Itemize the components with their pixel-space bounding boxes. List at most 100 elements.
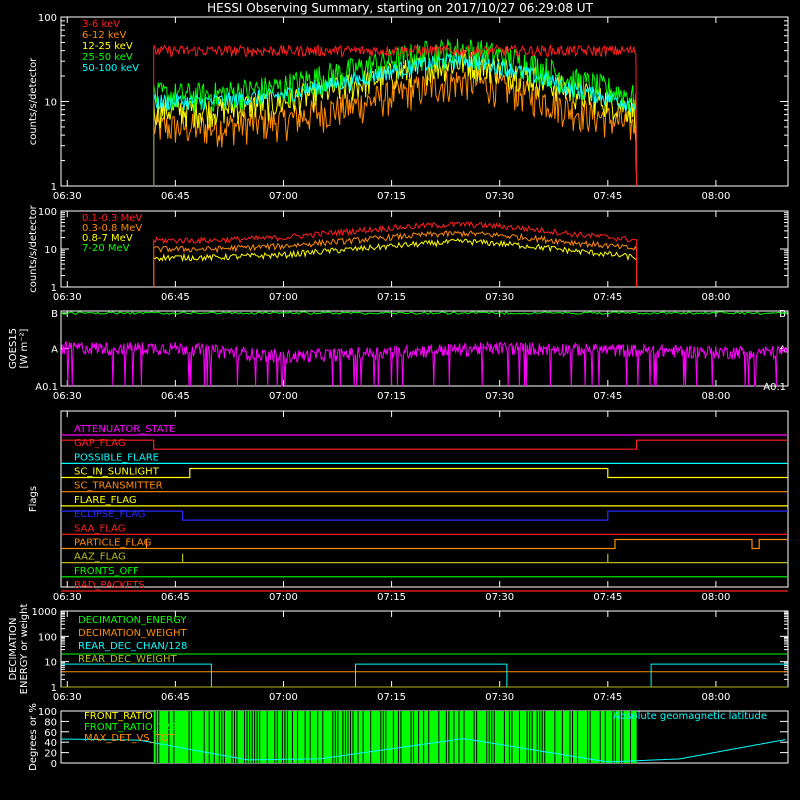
legend-entry: DECIMATION_WEIGHT — [78, 628, 187, 639]
y-tick-label: 40 — [44, 738, 57, 749]
y-tick-label: 10 — [44, 658, 57, 669]
legend-entry: REAR_DEC_WEIGHT — [78, 654, 177, 665]
legend-entry: 0.8-7 MeV — [82, 233, 133, 244]
x-tick-label: 07:00 — [269, 391, 298, 402]
y-axis-label: Flags — [28, 486, 39, 512]
flag-label: AAZ_FLAG — [74, 552, 126, 563]
x-tick-label: 08:00 — [702, 592, 731, 603]
y-tick-label: 1 — [51, 683, 57, 694]
panels: 06:30 06:45 07:00 07:15 07:30 07:45 08:0011010… — [8, 13, 789, 771]
goes-long-line — [60, 311, 788, 315]
y-tick-label-right: A0.1 — [763, 382, 786, 393]
y-tick-label: 1 — [51, 283, 57, 294]
flag-line-particle-flag — [61, 538, 788, 550]
y-axis-label: DECIMATION — [8, 617, 19, 680]
legend-entry: 0.1-0.3 MeV — [82, 213, 142, 224]
x-tick-label: 07:45 — [593, 592, 622, 603]
x-tick-label: 07:00 — [269, 191, 298, 202]
flag-line-sc-in-sunlight — [61, 467, 788, 479]
y-axis-label-2: [W m⁻²] — [19, 328, 30, 368]
x-tick-label: 06:30 — [53, 191, 82, 202]
series-line-12-25-kev — [153, 50, 638, 187]
x-tick-label: 07:15 — [377, 592, 406, 603]
y-tick-label-right: B — [779, 309, 786, 320]
flag-label: FLARE_FLAG — [74, 495, 137, 506]
panel-frame — [60, 410, 789, 588]
y-tick-label: 10 — [44, 245, 57, 256]
series-line-25-50-kev — [153, 38, 638, 187]
flag-label: GAP_FLAG — [74, 438, 126, 449]
y-tick-label: 20 — [44, 749, 57, 760]
y-tick-label: 1 — [51, 182, 57, 193]
flag-label: ECLIPSE_FLAG — [74, 509, 145, 520]
legend-entry: FRONT_RATIO_1225 — [84, 722, 183, 733]
geomagnetic-latitude-line — [61, 738, 786, 763]
x-tick-label: 07:45 — [593, 191, 622, 202]
legend-entry: Absolute geomagnetic latitude — [613, 711, 767, 722]
page-title: HESSI Observing Summary, starting on 201… — [207, 1, 593, 15]
x-tick-label: 07:45 — [593, 292, 622, 303]
y-tick-label: 100 — [38, 632, 57, 643]
y-tick-label: 100 — [38, 13, 57, 24]
legend-entry: FRONT_RATIO — [84, 711, 153, 722]
x-tick-label: 06:30 — [53, 692, 82, 703]
flag-line-aaz-flag — [61, 553, 788, 564]
y-tick-label: 0 — [51, 759, 57, 770]
panel-decimation: 06:30 06:45 07:00 07:15 07:30 07:45 08:00 1 10 10… — [8, 604, 789, 703]
x-tick-label: 07:30 — [485, 592, 514, 603]
y-axis-label-2: ENERGY or weight — [19, 604, 30, 695]
flag-label: PARTICLE_FLAG — [74, 537, 151, 548]
x-tick-label: 07:30 — [485, 692, 514, 703]
x-tick-label: 07:15 — [377, 292, 406, 303]
y-tick-label: 100 — [38, 207, 57, 218]
y-tick-label: 10 — [44, 98, 57, 109]
legend-entry: 7-20 MeV — [82, 243, 130, 254]
y-tick-label: 1000 — [32, 607, 57, 618]
decimation-line-rear-dec-chan-128 — [61, 663, 788, 688]
legend-entry: 0.3-0.8 MeV — [82, 223, 142, 234]
flag-label: SC_IN_SUNLIGHT — [74, 467, 160, 478]
flag-line-gap-flag — [61, 439, 788, 450]
y-tick-label: 60 — [44, 728, 57, 739]
panel-count-rates-low: 06:30 06:45 07:00 07:15 07:30 07:45 08:00 1 10 10… — [28, 13, 789, 202]
x-tick-label: 07:00 — [269, 592, 298, 603]
flag-label: BAD_PACKETS — [74, 580, 145, 591]
panel-goes: 06:30 06:45 07:00 07:15 07:30 07:45 08:00 A0.1 A… — [8, 309, 789, 402]
series-line-0-3-0-8-mev — [153, 230, 638, 287]
legend-entry: 3-6 keV — [82, 19, 120, 30]
x-tick-label: 08:00 — [702, 191, 731, 202]
flag-label: POSSIBLE_FLARE — [74, 452, 159, 463]
x-tick-label: 07:00 — [269, 292, 298, 303]
x-tick-label: 06:30 — [53, 592, 82, 603]
legend-entry: 12-25 keV — [82, 41, 133, 52]
x-tick-label: 07:30 — [485, 292, 514, 303]
legend-entry: DECIMATION_ENERGY — [78, 615, 187, 626]
x-tick-label: 06:45 — [161, 391, 190, 402]
flag-label: ATTENUATOR_STATE — [74, 424, 175, 435]
x-tick-label: 08:00 — [702, 692, 731, 703]
goes-short-line — [60, 340, 788, 387]
y-tick-label: A0.1 — [35, 382, 58, 393]
y-tick-label: A — [51, 345, 58, 356]
panel-flags: 06:30 06:45 07:00 07:15 07:30 07:45 08:00 Flags… — [28, 410, 789, 603]
y-axis-label: GOES15 — [8, 328, 19, 369]
x-tick-label: 07:45 — [593, 692, 622, 703]
x-tick-label: 06:45 — [161, 592, 190, 603]
x-tick-label: 08:00 — [702, 391, 731, 402]
x-tick-label: 06:30 — [53, 391, 82, 402]
x-tick-label: 07:15 — [377, 191, 406, 202]
panel-count-rates-high: 06:30 06:45 07:00 07:15 07:30 07:45 08:00 1 10 10… — [28, 204, 789, 303]
x-tick-label: 07:00 — [269, 692, 298, 703]
legend-entry: 25-50 keV — [82, 52, 133, 63]
x-tick-label: 07:15 — [377, 391, 406, 402]
flag-label: SAA_FLAG — [74, 523, 125, 534]
series-line-3-6-kev — [153, 43, 638, 187]
legend-entry: MAX_DET_VS_TOT — [84, 733, 176, 744]
y-axis-label: Degrees or % — [28, 703, 39, 771]
flag-line-eclipse-flag — [61, 510, 788, 521]
x-tick-label: 06:30 — [53, 292, 82, 303]
x-tick-label: 06:45 — [161, 191, 190, 202]
y-tick-label: 100 — [38, 707, 57, 718]
